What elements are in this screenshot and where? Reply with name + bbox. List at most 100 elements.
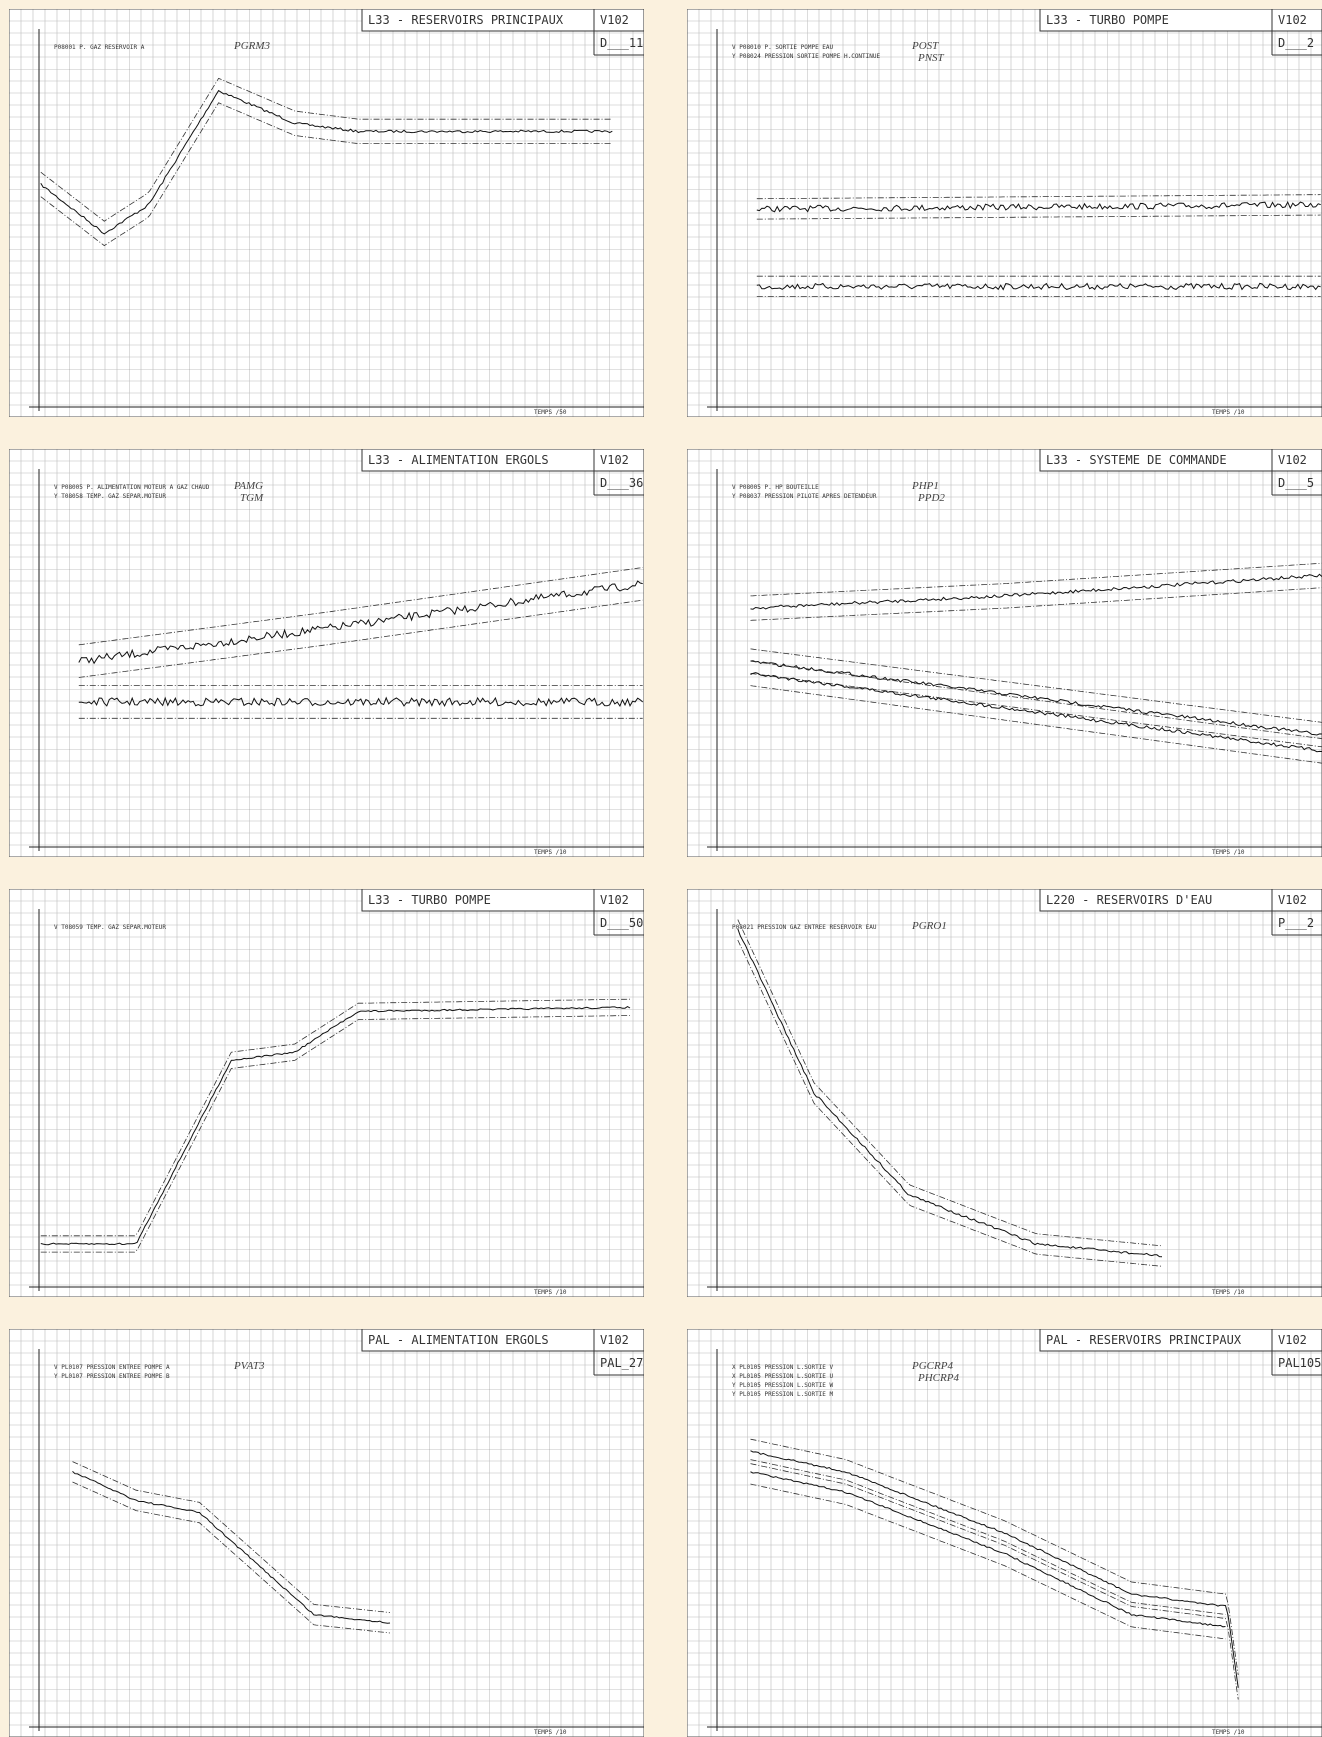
- trace-envelope: [40, 998, 630, 1237]
- trace-envelope: [737, 939, 1163, 1267]
- x-axis-label: TEMPS /10: [534, 1289, 567, 1296]
- chart-panel: L33 - TURBO POMPE V102 D___50 V T08059 TEMP…: [9, 889, 644, 1297]
- header-box: [361, 449, 644, 472]
- chart-panel: L33 - SYSTEME DE COMMANDE V102 D___5 V P080…: [687, 449, 1322, 857]
- trace-envelope: [750, 1483, 1226, 1640]
- panel-title: PAL - ALIMENTATION ERGOLS: [368, 1333, 549, 1347]
- handwritten-note: PGRO1: [911, 920, 947, 932]
- chart-panel: PAL - ALIMENTATION ERGOLS V102 PAL_27 V PL0…: [9, 1329, 644, 1737]
- trace-envelope: [40, 102, 613, 247]
- header-box: [1039, 1329, 1322, 1352]
- panel-title: L33 - ALIMENTATION ERGOLS: [368, 453, 549, 467]
- header-box: [1039, 449, 1322, 472]
- legend-entry: Y T08058 TEMP. GAZ SEPAR.MOTEUR: [54, 493, 166, 500]
- chart-panel: L220 - RESERVOIRS D'EAU V102 P___2 P08021 P…: [687, 889, 1322, 1297]
- handwritten-note: PNST: [917, 52, 945, 64]
- trace: [72, 1470, 391, 1624]
- trace-envelope: [750, 673, 1322, 748]
- panel-ref: PAL105: [1278, 1356, 1321, 1370]
- x-axis-label: TEMPS /10: [1212, 1729, 1245, 1736]
- panel-version: V102: [600, 893, 629, 907]
- handwritten-note: TGM: [240, 492, 264, 504]
- panel-ref: P___2: [1278, 916, 1314, 930]
- legend-entry: P08021 PRESSION GAZ ENTREE RESERVOIR EAU: [732, 924, 877, 931]
- panel-version: V102: [1278, 13, 1307, 27]
- trace-envelope: [750, 1438, 1239, 1676]
- panel-version: V102: [1278, 453, 1307, 467]
- x-axis-label: TEMPS /10: [1212, 409, 1245, 416]
- legend-entry: V PL0107 PRESSION ENTREE POMPE A: [54, 1364, 170, 1371]
- panel-version: V102: [1278, 893, 1307, 907]
- panel-ref: D___11: [600, 36, 643, 50]
- trace: [750, 1471, 1226, 1628]
- handwritten-note: PHCRP4: [917, 1372, 959, 1384]
- panel-version: V102: [1278, 1333, 1307, 1347]
- legend-entry: V P08005 P. ALIMENTATION MOTEUR A GAZ CH…: [54, 484, 210, 491]
- panel-title: L33 - RESERVOIRS PRINCIPAUX: [368, 13, 564, 27]
- panel-version: V102: [600, 1333, 629, 1347]
- panel-ref: D___50: [600, 916, 643, 930]
- legend-entry: Y P08037 PRESSION PILOTE APRES DETENDEUR: [732, 493, 877, 500]
- trace-envelope: [750, 562, 1322, 597]
- grid: [687, 889, 1322, 1297]
- handwritten-note: PVAT3: [233, 1360, 265, 1372]
- legend-entry: Y PL0105 PRESSION L.SORTIE W: [732, 1382, 834, 1389]
- legend-entry: V P08010 P. SORTIE POMPE EAU: [732, 44, 834, 51]
- panel-title: L33 - SYSTEME DE COMMANDE: [1046, 453, 1227, 467]
- trace: [737, 928, 1163, 1258]
- panel-title: L33 - TURBO POMPE: [1046, 13, 1169, 27]
- legend-entry: X PL0105 PRESSION L.SORTIE V: [732, 1364, 834, 1371]
- panel-title: L220 - RESERVOIRS D'EAU: [1046, 893, 1212, 907]
- handwritten-note: PHP1: [911, 480, 939, 492]
- trace: [78, 580, 643, 665]
- trace-envelope: [756, 194, 1321, 200]
- header-box: [361, 1329, 644, 1352]
- trace-envelope: [40, 1015, 630, 1253]
- grid: [9, 889, 644, 1297]
- trace-envelope: [750, 648, 1322, 723]
- grid: [9, 1329, 644, 1737]
- panel-title: PAL - RESERVOIRS PRINCIPAUX: [1046, 1333, 1242, 1347]
- trace-envelope: [750, 587, 1322, 621]
- chart-panel: PAL - RESERVOIRS PRINCIPAUX V102 PAL105 X P…: [687, 1329, 1322, 1737]
- grid: [9, 449, 644, 857]
- chart-panel: L33 - RESERVOIRS PRINCIPAUX V102 D___11 P08…: [9, 9, 644, 417]
- trace: [750, 573, 1322, 610]
- x-axis-label: TEMPS /50: [534, 409, 567, 416]
- trace-envelope: [78, 567, 643, 646]
- trace-envelope: [756, 214, 1321, 220]
- handwritten-note: PAMG: [233, 480, 263, 492]
- panel-title: L33 - TURBO POMPE: [368, 893, 491, 907]
- trace-envelope: [750, 660, 1322, 740]
- trace: [78, 696, 644, 708]
- x-axis-label: TEMPS /10: [534, 1729, 567, 1736]
- panel-ref: D___36: [600, 476, 643, 490]
- trace: [750, 1450, 1239, 1688]
- grid: [687, 449, 1322, 857]
- x-axis-label: TEMPS /10: [534, 849, 567, 856]
- trace: [756, 282, 1321, 291]
- trace-envelope: [750, 685, 1322, 764]
- trace: [750, 672, 1322, 753]
- trace-envelope: [750, 1459, 1226, 1615]
- trace: [40, 1006, 631, 1246]
- grid: [687, 9, 1322, 417]
- handwritten-note: PGCRP4: [911, 1360, 953, 1372]
- panel-ref: D___5: [1278, 476, 1314, 490]
- handwritten-note: PPD2: [917, 492, 945, 504]
- trace: [756, 200, 1321, 213]
- trace-envelope: [750, 1463, 1239, 1700]
- panel-ref: D___2: [1278, 36, 1314, 50]
- trace-envelope: [737, 919, 1163, 1247]
- handwritten-note: POST: [911, 40, 939, 52]
- legend-entry: V T08059 TEMP. GAZ SEPAR.MOTEUR: [54, 924, 166, 931]
- trace-envelope: [78, 599, 643, 678]
- trace-envelope: [72, 1481, 391, 1634]
- handwritten-note: PGRM3: [233, 40, 271, 52]
- legend-entry: Y PL0105 PRESSION L.SORTIE M: [732, 1391, 834, 1398]
- grid: [9, 9, 644, 417]
- legend-entry: X PL0105 PRESSION L.SORTIE U: [732, 1373, 834, 1380]
- legend-entry: Y PL0107 PRESSION ENTREE POMPE B: [54, 1373, 170, 1380]
- trace: [750, 660, 1322, 736]
